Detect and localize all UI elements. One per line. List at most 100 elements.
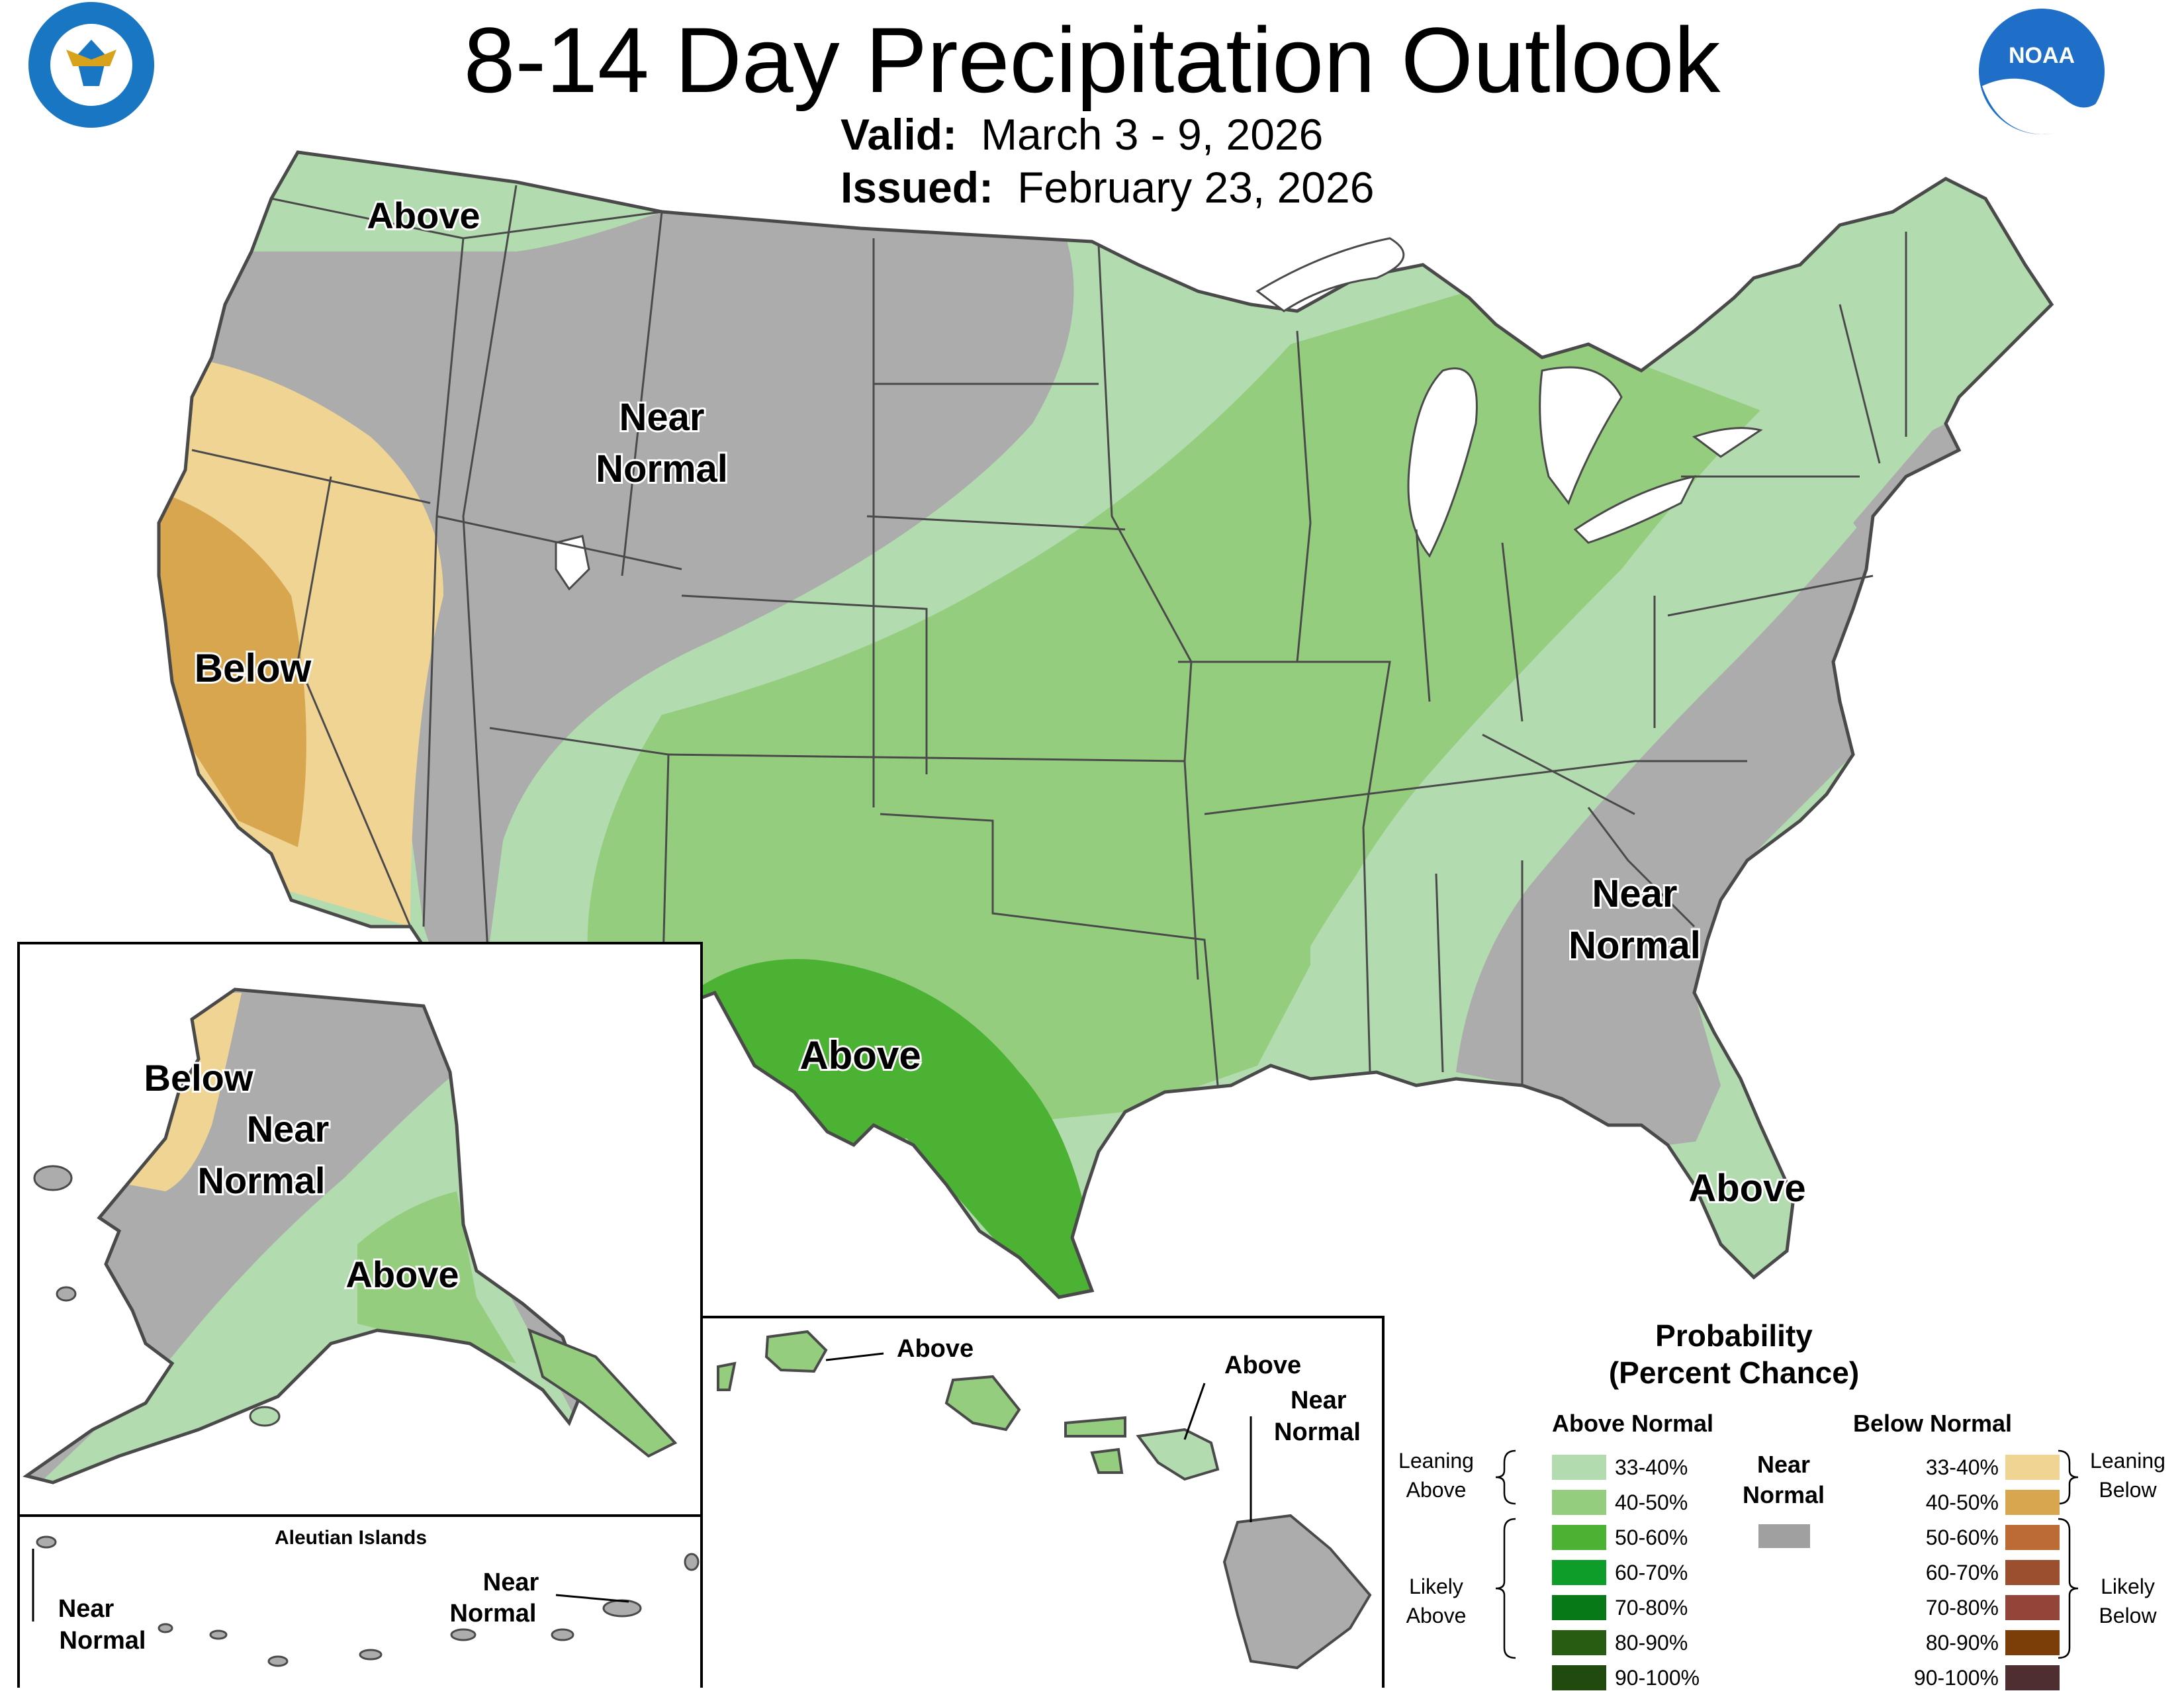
region-above-40-50 <box>587 291 1760 1125</box>
hawaii-islands <box>717 1330 1372 1670</box>
legend-below-swatch <box>2005 1560 2060 1585</box>
noaa-logo-text: NOAA <box>2009 43 2075 68</box>
region-leaning-above-northwest <box>251 152 662 251</box>
legend-below-normal-heading: Below Normal <box>1853 1410 2013 1437</box>
lake-huron <box>1539 366 1623 506</box>
legend-below-range: 90-100% <box>1913 1666 1999 1690</box>
legend-above-swatch <box>1552 1490 1606 1515</box>
aleutian-title: Aleutian Islands <box>275 1527 427 1549</box>
kodiak-island <box>249 1406 281 1427</box>
legend-below-range: 40-50% <box>1925 1490 1999 1514</box>
great-salt-lake <box>555 535 590 591</box>
legend-below-swatch <box>2005 1525 2060 1550</box>
legend-below-swatch <box>2005 1595 2060 1620</box>
legend-braces <box>1495 1449 2079 1659</box>
leaning-above-line-2: Above <box>1406 1478 1467 1502</box>
legend-near-normal-heading: Near Normal <box>1741 1449 1827 1510</box>
legend-likely-below-label: Likely Below <box>2085 1572 2171 1630</box>
legend-above-swatch <box>1552 1455 1606 1480</box>
kauai <box>764 1330 828 1373</box>
issued-date: Issued: February 23, 2026 <box>841 162 1374 212</box>
legend-leaning-below-label: Leaning Below <box>2085 1446 2171 1504</box>
commerce-seal-icon <box>28 2 154 128</box>
label-alaska-below: Below <box>144 1057 253 1099</box>
issued-value: February 23, 2026 <box>1017 163 1375 212</box>
aleutian-left-label-2: Normal <box>60 1627 146 1655</box>
legend-below-range: 80-90% <box>1925 1631 1999 1655</box>
oahu <box>944 1375 1021 1432</box>
valid-value: March 3 - 9, 2026 <box>981 110 1324 159</box>
legend-above-range: 80-90% <box>1615 1631 1688 1655</box>
legend-below-swatch <box>2005 1455 2060 1480</box>
likely-below-line-1: Likely <box>2101 1575 2155 1598</box>
legend-below-swatch <box>2005 1665 2060 1690</box>
molokai <box>1064 1416 1126 1438</box>
nunivak-island <box>56 1286 77 1302</box>
legend-above-range: 33-40% <box>1615 1455 1688 1479</box>
legend-above-swatch <box>1552 1595 1606 1620</box>
legend-below-swatch <box>2005 1630 2060 1655</box>
legend-above-range: 40-50% <box>1615 1490 1688 1514</box>
aleutian-right-label-1: Near <box>483 1569 539 1596</box>
big-island <box>1222 1514 1372 1670</box>
leaning-below-line-1: Leaning <box>2090 1449 2165 1473</box>
label-near-normal-west-1: Near <box>619 396 705 439</box>
region-below-40-50 <box>159 490 306 847</box>
hawaii-kauai-label: Above <box>897 1335 974 1363</box>
legend-below-range: 60-70% <box>1925 1561 1999 1584</box>
label-alaska-near-2: Normal <box>198 1160 326 1201</box>
legend-near-normal-swatch <box>1758 1524 1810 1548</box>
legend-likely-above-label: Likely Above <box>1396 1572 1476 1630</box>
valid-period: Valid: March 3 - 9, 2026 <box>841 109 1323 160</box>
legend-above-range: 90-100% <box>1615 1666 1700 1690</box>
near-normal-line-2: Normal <box>1742 1481 1825 1508</box>
legend-above-swatch <box>1552 1665 1606 1690</box>
label-alaska-above: Above <box>345 1254 459 1295</box>
hawaii-big-island-label-1: Near <box>1291 1387 1347 1414</box>
likely-above-line-1: Likely <box>1409 1575 1463 1598</box>
conus-outline <box>157 150 2054 1299</box>
region-leaning-above-appalachia <box>1310 410 1787 1079</box>
probability-legend: Probability (Percent Chance) Above Norma… <box>1396 1317 2177 1690</box>
niihau <box>717 1361 737 1391</box>
legend-title-line-2: (Percent Chance) <box>1608 1355 1860 1390</box>
legend-below-swatch <box>2005 1490 2060 1515</box>
hawaii-big-island-label-2: Normal <box>1274 1418 1361 1446</box>
label-alaska-near-1: Near <box>247 1108 330 1150</box>
region-leaning-above-florida <box>1668 1138 1800 1277</box>
legend-below-range: 33-40% <box>1925 1455 1999 1479</box>
legend-above-range: 60-70% <box>1615 1561 1688 1584</box>
state-boundaries <box>191 185 1907 1086</box>
label-near-normal-southeast-1: Near <box>1592 872 1678 915</box>
map-title: 8-14 Day Precipitation Outlook <box>463 8 1721 112</box>
near-normal-line-1: Near <box>1756 1451 1811 1478</box>
alaska-above-40-50 <box>357 1191 516 1363</box>
legend-above-range: 50-60% <box>1615 1526 1688 1549</box>
maui <box>1136 1428 1220 1481</box>
aleutian-islands <box>36 1535 700 1667</box>
noaa-logo-icon: NOAA <box>1979 9 2105 134</box>
label-above-florida: Above <box>1688 1167 1805 1210</box>
aleutian-right-label-2: Normal <box>450 1600 537 1627</box>
maui-leader <box>1183 1383 1206 1440</box>
legend-leaning-above-label: Leaning Above <box>1396 1446 1476 1504</box>
legend-above-normal-heading: Above Normal <box>1552 1410 1714 1437</box>
legend-title-line-1: Probability <box>1655 1318 1813 1353</box>
region-near-normal-west <box>165 199 1074 993</box>
conus-map <box>157 150 2054 1299</box>
label-above-texas: Above <box>799 1033 921 1077</box>
alaska-outline <box>23 987 584 1485</box>
lake-superior <box>1255 237 1405 312</box>
aleutian-left-label-1: Near <box>58 1595 114 1623</box>
legend-below-range: 70-80% <box>1925 1596 1999 1620</box>
label-near-normal-west-2: Normal <box>596 447 728 490</box>
likely-above-line-2: Above <box>1406 1604 1467 1627</box>
aleutian-inset-frame <box>17 1514 703 1688</box>
kauai-leader <box>825 1352 884 1361</box>
leaning-below-line-2: Below <box>2099 1478 2157 1502</box>
hawaii-maui-label: Above <box>1224 1351 1301 1379</box>
label-near-normal-southeast-2: Normal <box>1569 924 1701 967</box>
legend-above-swatch <box>1552 1525 1606 1550</box>
label-above-northwest: Above <box>367 195 480 236</box>
